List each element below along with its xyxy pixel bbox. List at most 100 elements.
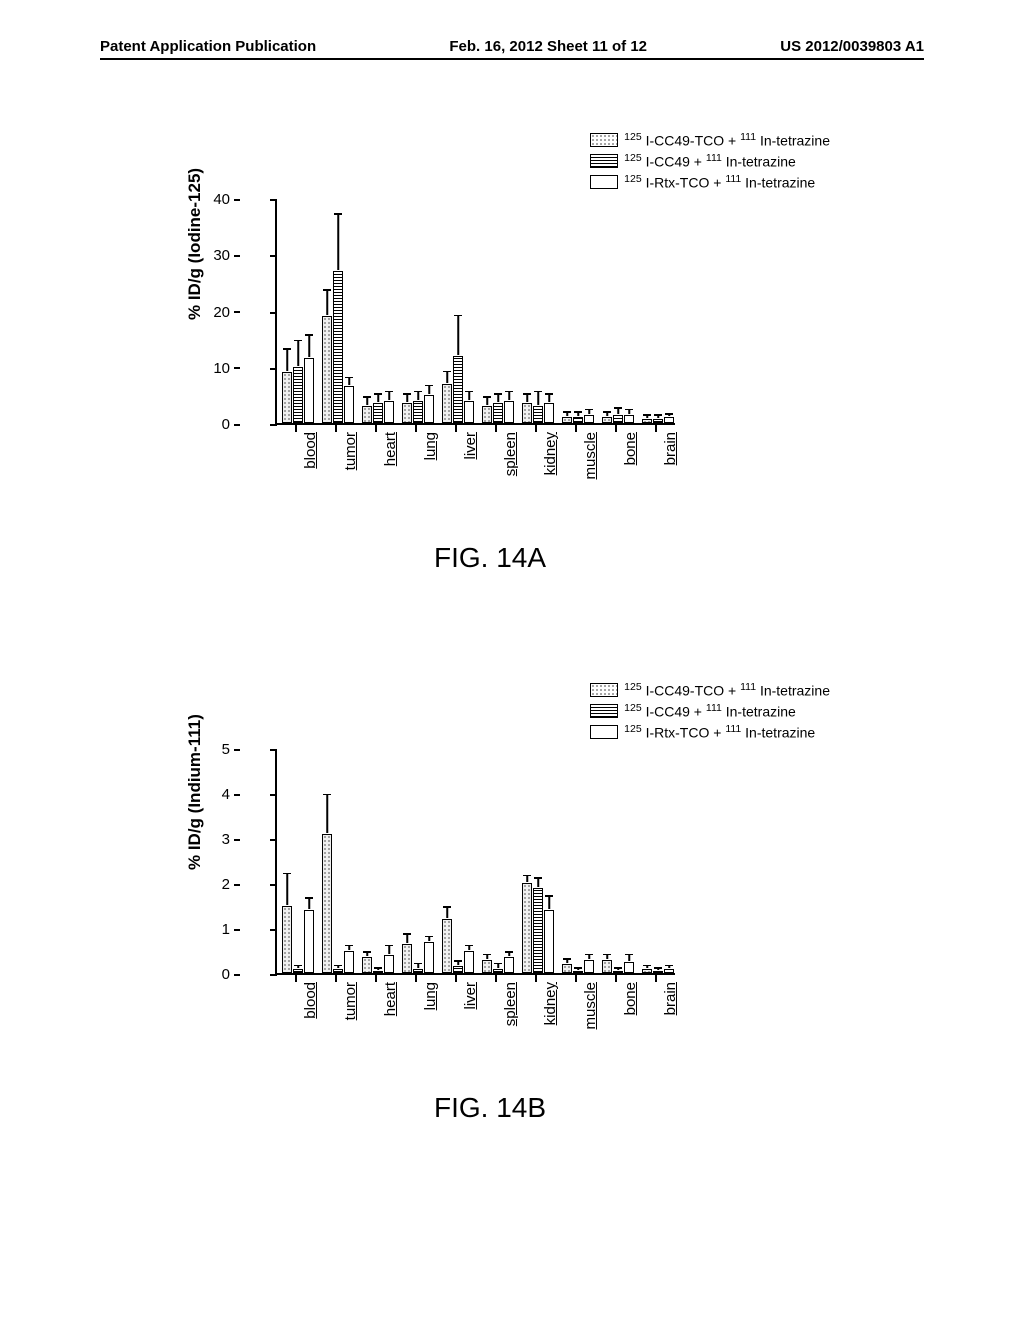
bar [322,834,332,974]
bar [493,403,503,423]
x-tick [495,975,497,982]
bar [344,951,354,974]
legend-item: 125 I-CC49 + 111 In-tetrazine [590,151,830,171]
y-tick-mark [234,367,240,369]
error-cap [385,391,393,393]
error-bar [508,391,510,399]
bar [504,957,514,973]
bar [493,969,503,974]
bar [402,403,412,423]
x-axis-label: spleen [502,432,519,476]
error-bar [457,315,459,354]
x-axis-label: lung [422,982,439,1010]
x-tick [575,975,577,982]
y-tick-label: 0 [208,966,230,983]
legend-label: 125 I-CC49 + 111 In-tetrazine [624,702,796,720]
bar [642,419,652,424]
bar [664,417,674,423]
y-tick-mark [234,929,240,931]
bar [344,386,354,423]
error-bar [326,290,328,315]
bar [413,969,423,974]
bar [504,401,514,424]
bar [624,962,634,973]
bar [624,415,634,423]
x-tick [375,425,377,432]
error-cap [403,393,411,395]
y-tick: 4 [208,786,240,803]
error-cap [294,340,302,342]
error-cap [454,960,462,962]
x-axis-label: brain [662,432,679,465]
legend-swatch [590,133,618,147]
legend-swatch [590,175,618,189]
error-cap [414,391,422,393]
x-axis-label: bone [622,432,639,465]
error-bar [406,934,408,943]
y-tick-mark [234,974,240,976]
error-bar [326,794,328,832]
bar [522,883,532,973]
error-cap [345,377,353,379]
error-cap [665,413,673,415]
error-bar [406,394,408,402]
error-cap [454,315,462,317]
error-bar [526,394,528,402]
error-bar [417,391,419,399]
error-cap [654,967,662,969]
bar [584,960,594,974]
error-cap [283,873,291,875]
y-tick-mark [234,884,240,886]
figure-label-a: FIG. 14A [434,542,546,574]
x-tick [495,425,497,432]
error-bar [297,340,299,365]
bar [304,910,314,973]
y-tick: 5 [208,741,240,758]
error-cap [523,393,531,395]
error-cap [374,967,382,969]
error-cap [545,895,553,897]
error-cap [305,897,313,899]
x-tick [375,975,377,982]
bar [464,951,474,974]
x-axis-label: liver [462,982,479,1010]
y-tick-mark [234,839,240,841]
y-tick-mark [234,311,240,313]
bar [442,384,452,423]
error-cap [643,965,651,967]
x-tick [535,975,537,982]
legend-label: 125 I-CC49-TCO + 111 In-tetrazine [624,131,830,149]
legend-swatch [590,725,618,739]
error-bar [337,214,339,270]
error-cap [323,794,331,796]
error-cap [443,906,451,908]
bar [282,906,292,974]
legend-item: 125 I-Rtx-TCO + 111 In-tetrazine [590,722,830,742]
bar [562,417,572,423]
bar [304,358,314,423]
y-tick: 2 [208,876,240,893]
bar [573,971,583,973]
error-cap [614,407,622,409]
error-bar [388,945,390,954]
x-axis-label: muscle [582,982,599,1030]
error-cap [425,936,433,938]
error-cap [654,414,662,416]
y-tick: 10 [208,360,240,377]
error-cap [625,954,633,956]
error-bar [548,394,550,402]
error-bar [348,377,350,385]
bar [482,406,492,423]
error-cap [345,945,353,947]
error-cap [534,391,542,393]
x-tick [615,975,617,982]
bar [653,419,663,424]
page-header: Patent Application Publication Feb. 16, … [0,38,1024,55]
error-cap [305,334,313,336]
error-cap [403,933,411,935]
bar [402,944,412,973]
y-axis-label-b: % ID/g (Indium-111) [185,714,205,870]
error-bar [308,335,310,358]
y-tick: 3 [208,831,240,848]
y-tick-label: 10 [208,360,230,377]
